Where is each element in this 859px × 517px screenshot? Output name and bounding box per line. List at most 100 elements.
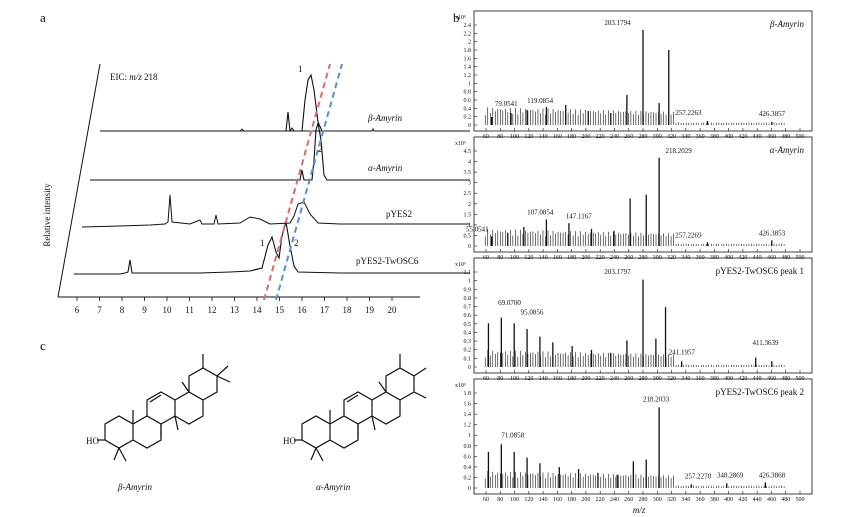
x-tick-label: 15 <box>275 305 285 315</box>
y-tick-label: 1 <box>468 223 471 229</box>
x-tick-label: 17 <box>320 305 330 315</box>
peak-mass-label: 95.0856 <box>521 309 544 317</box>
x-tick-label: 480 <box>781 497 790 503</box>
trace-twosc6 <box>74 221 470 275</box>
x-tick-label: 400 <box>724 497 733 503</box>
dashed-guide-red <box>263 63 331 301</box>
peak-mass-label: 426.3857 <box>759 110 786 118</box>
peak-number: 2 <box>294 238 299 248</box>
panel-c-label: c <box>40 338 46 353</box>
peak-mass-label: 426.3868 <box>759 471 786 479</box>
peak-mass-label: 55.0541 <box>466 226 489 234</box>
x-tick-label: 500 <box>796 497 805 503</box>
y-tick-label: 0 <box>468 486 471 492</box>
eic-label: EIC: m/z 218 <box>110 72 158 82</box>
peak-mass-label: 107.0854 <box>527 209 554 217</box>
structure-beta-amyrin <box>97 354 231 462</box>
y-tick-label: 0.4 <box>464 106 472 112</box>
ho-label-alpha: HO <box>283 436 296 446</box>
x-tick-label: 18 <box>343 305 353 315</box>
x-tick-label: 220 <box>596 497 605 503</box>
x-tick-label: 200 <box>581 497 590 503</box>
x-tick-label: 440 <box>753 497 762 503</box>
x-tick-label: 460 <box>767 497 776 503</box>
y-tick-label: 1 <box>468 433 471 439</box>
peak-mass-label: 257.2269 <box>675 231 702 239</box>
peak-mass-label: 218.2033 <box>643 395 670 403</box>
y-tick-label: 0.8 <box>464 444 472 450</box>
scale-label: x10⁶ <box>455 262 466 268</box>
molecule-name-beta: β-Amyrin <box>117 482 152 492</box>
y-tick-label: 0.1 <box>464 356 472 362</box>
y-tick-label: 1.8 <box>464 391 472 397</box>
peak-mass-label: 203.1797 <box>604 268 631 276</box>
y-tick-label: 0.8 <box>464 296 472 302</box>
peak-mass-label: 203.1794 <box>604 19 631 27</box>
y-tick-label: 0.5 <box>464 233 472 239</box>
x-tick-label: 12 <box>208 305 217 315</box>
x-tick-label: 120 <box>524 497 533 503</box>
x-tick-label: 140 <box>539 497 548 503</box>
trace-beta <box>100 73 323 132</box>
y-tick-label: 1.5 <box>464 212 472 218</box>
y-tick-label: 1.1 <box>464 270 472 276</box>
y-tick-label: 0.9 <box>464 287 472 293</box>
y-tick-label: 0.6 <box>464 454 472 460</box>
peak-mass-label: 119.0854 <box>527 97 553 105</box>
x-tick-label: 280 <box>639 497 648 503</box>
x-tick-label: 60 <box>483 497 489 503</box>
peak-number: 2 <box>318 144 323 154</box>
x-axis-ticks: 6 7 8 9 10 11 12 13 14 15 16 17 18 19 20 <box>75 297 397 315</box>
peak-mass-label: 257.2263 <box>675 109 702 117</box>
x-tick-label: 9 <box>142 305 147 315</box>
x-tick-label: 14 <box>253 305 263 315</box>
mass-spectrum-panel: x10⁶ pYES2-TwOSC6 peak 2 0 0.2 0.4 0.6 0.8 1 1.2… <box>455 378 813 503</box>
peak-mass-label: 79.0541 <box>495 100 518 108</box>
y-tick-label: 0.8 <box>464 90 472 96</box>
trace-alpha <box>90 122 470 181</box>
x-tick-label: 11 <box>185 305 194 315</box>
dashed-guide-blue <box>275 63 343 301</box>
x-tick-label: 360 <box>696 497 705 503</box>
spectrum-title: pYES2-TwOSC6 peak 1 <box>716 266 804 276</box>
mass-spectrum-panel: x10⁶ pYES2-TwOSC6 peak 1 0 0.1 0.2 0.3 0.4 0.5 0… <box>455 257 813 382</box>
y-tick-label: 1.4 <box>464 412 472 418</box>
y-tick-label: 2.4 <box>464 23 472 29</box>
trace-label-beta: β-Amyrin <box>367 113 402 123</box>
x-tick-label: 8 <box>120 305 125 315</box>
x-tick-label: 10 <box>163 305 173 315</box>
trace-label-alpha: α-Amyrin <box>368 163 403 173</box>
y-tick-label: 2 <box>468 202 471 208</box>
y-tick-label: 1.6 <box>464 56 472 62</box>
peak-mass-label: 411.3639 <box>752 339 778 347</box>
peak-mass-label: 147.1167 <box>566 212 592 220</box>
ho-label-beta: HO <box>86 436 99 446</box>
y-tick-label: 0 <box>468 123 471 129</box>
trace-beta-minor <box>239 128 245 132</box>
x-tick-label: 19 <box>365 305 375 315</box>
x-tick-label: 7 <box>97 305 102 315</box>
y-tick-label: 0.6 <box>464 98 472 104</box>
peak-mass-label: 426.3853 <box>759 229 786 237</box>
y-tick-label: 0.4 <box>464 330 472 336</box>
y-tick-label: 1.6 <box>464 402 472 408</box>
structure-alpha-amyrin <box>294 354 427 462</box>
x-tick-label: 240 <box>610 497 619 503</box>
x-tick-label: 100 <box>510 497 519 503</box>
x-tick-label: 6 <box>75 305 80 315</box>
x-tick-label: 180 <box>567 497 576 503</box>
y-tick-label: 0.6 <box>464 313 472 319</box>
y-tick-label: 0.4 <box>464 465 472 471</box>
x-tick-label: 160 <box>553 497 562 503</box>
x-tick-label: 80 <box>497 497 503 503</box>
spectrum-title: β-Amyrin <box>769 19 804 29</box>
peak-mass-label: 348.2869 <box>717 471 744 479</box>
mass-spectra-group: x10⁶β-Amyrin00.20.40.60.811.21.41.61.822… <box>455 10 813 503</box>
scale-label: x10⁶ <box>455 141 466 147</box>
y-tick-label: 4 <box>468 160 471 166</box>
peak-number: 1 <box>298 64 303 74</box>
x-tick-label: 420 <box>738 497 747 503</box>
trace-beta-baseline <box>100 127 470 132</box>
y-tick-label: 1.8 <box>464 48 472 54</box>
